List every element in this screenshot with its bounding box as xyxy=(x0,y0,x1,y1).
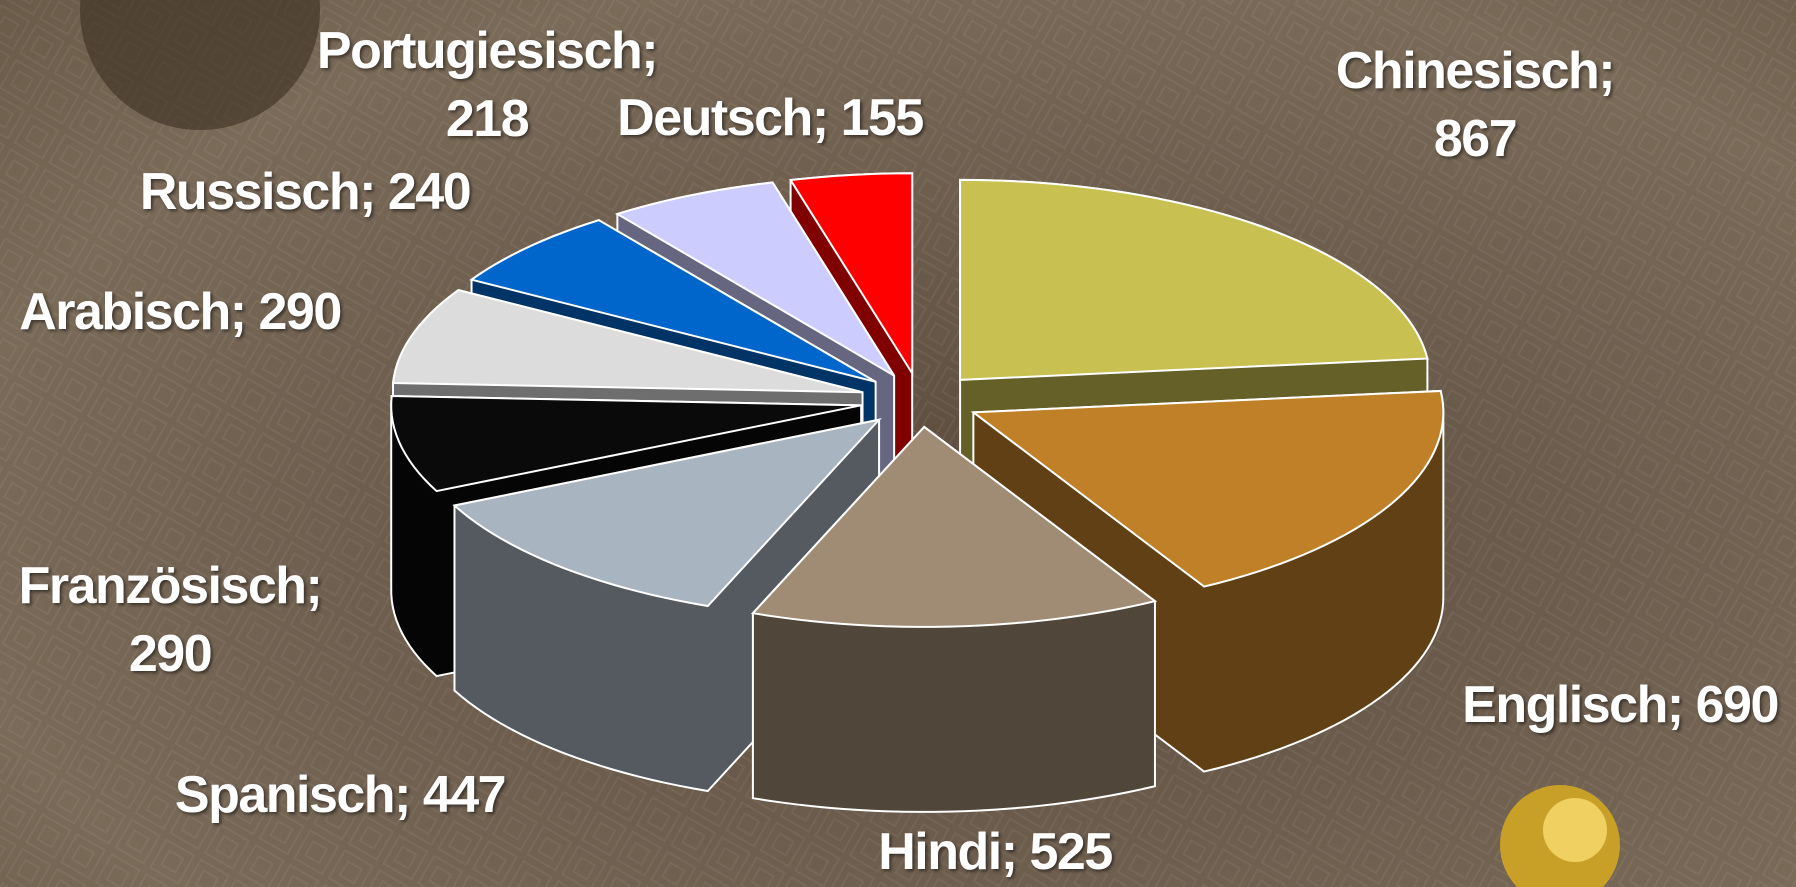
data-label: Chinesisch; 867 xyxy=(1325,37,1625,173)
data-label: Russisch; 240 xyxy=(140,158,470,226)
data-label: Portugiesisch; 218 xyxy=(307,17,667,153)
data-label: Französisch; 290 xyxy=(5,552,335,688)
data-label: Spanisch; 447 xyxy=(175,761,505,829)
slide: Chinesisch; 867 Englisch; 690 Hindi; 525 Sp… xyxy=(0,0,1796,887)
data-label: Arabisch; 290 xyxy=(19,278,341,346)
data-label: Hindi; 525 xyxy=(878,818,1112,886)
data-label: Deutsch; 155 xyxy=(617,84,923,152)
decor-ball-highlight xyxy=(1543,798,1607,862)
data-label: Englisch; 690 xyxy=(1462,671,1778,739)
